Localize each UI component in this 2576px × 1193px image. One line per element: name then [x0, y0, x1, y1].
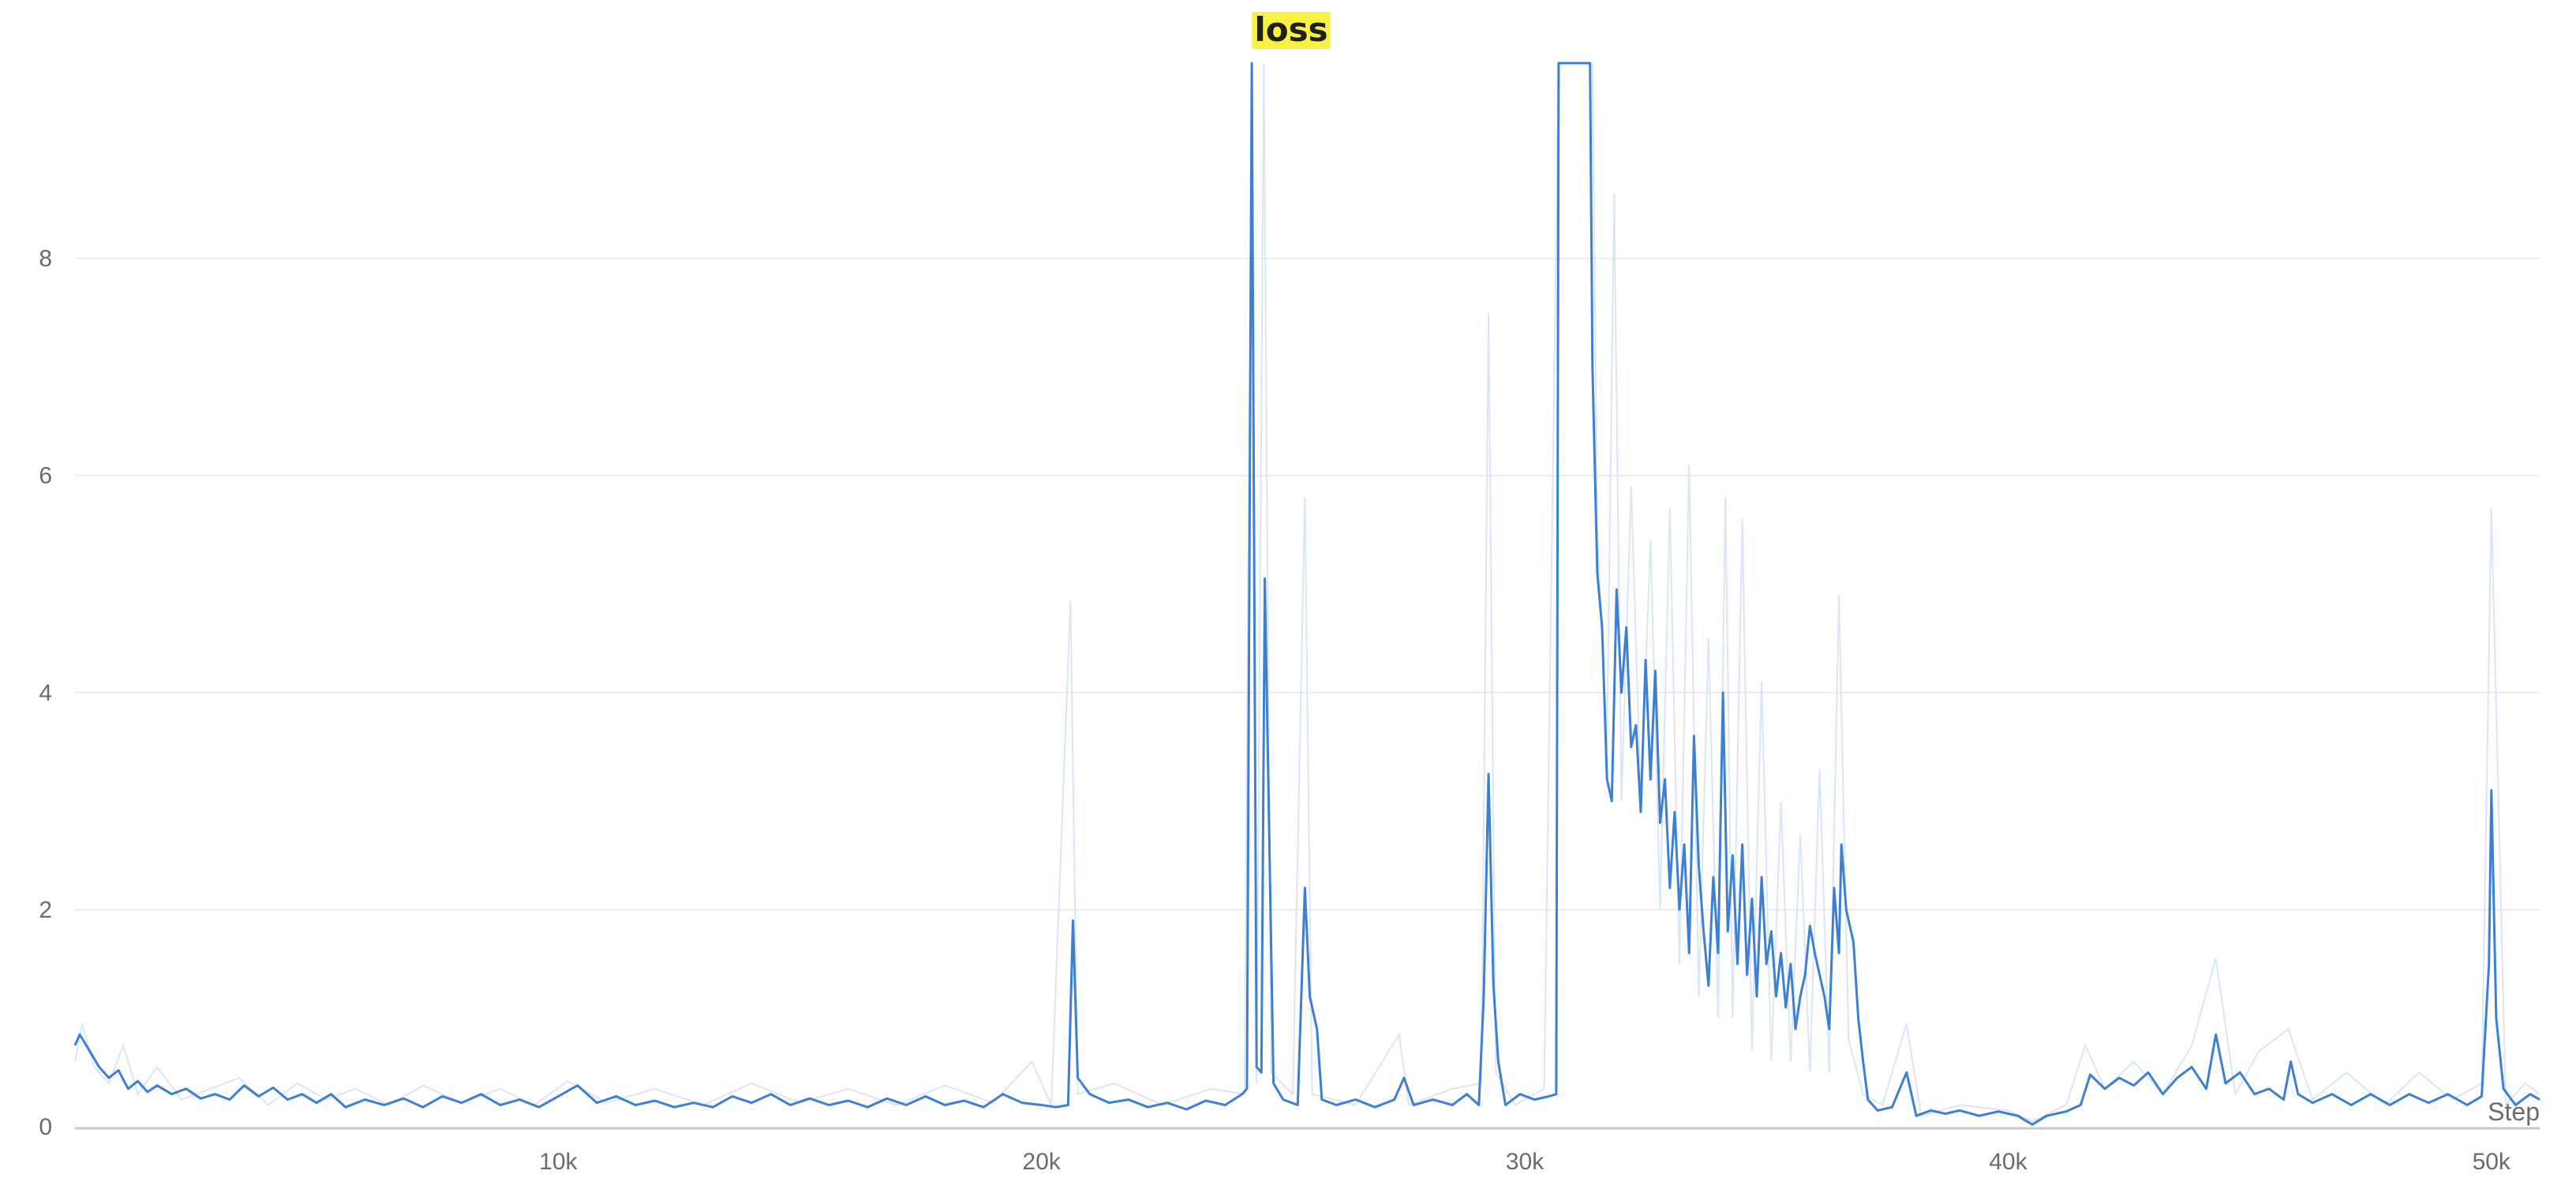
x-tick-label: 50k — [2473, 1149, 2511, 1175]
x-tick-label: 40k — [1989, 1149, 2027, 1175]
y-tick-label: 8 — [39, 246, 52, 272]
x-tick-labels: 10k 20k 30k 40k 50k — [539, 1149, 2511, 1175]
y-tick-label: 0 — [39, 1114, 52, 1140]
raw-loss-line — [74, 62, 2540, 1123]
x-tick-label: 10k — [539, 1149, 578, 1175]
y-tick-labels: 0 2 4 6 8 — [39, 246, 52, 1140]
y-tick-label: 2 — [39, 897, 52, 923]
x-tick-label: 30k — [1506, 1149, 1544, 1175]
title-highlight — [1252, 12, 1331, 49]
smoothed-loss-series — [73, 62, 2540, 1126]
smoothed-loss-line — [73, 62, 2540, 1126]
y-tick-label: 4 — [39, 680, 52, 706]
y-tick-label: 6 — [39, 463, 52, 489]
x-axis-label: Step — [2488, 1098, 2540, 1126]
grid-lines — [75, 257, 2540, 911]
x-tick-label: 20k — [1023, 1149, 1061, 1175]
raw-loss-series — [74, 62, 2540, 1123]
chart-title: loss — [1254, 10, 1327, 49]
